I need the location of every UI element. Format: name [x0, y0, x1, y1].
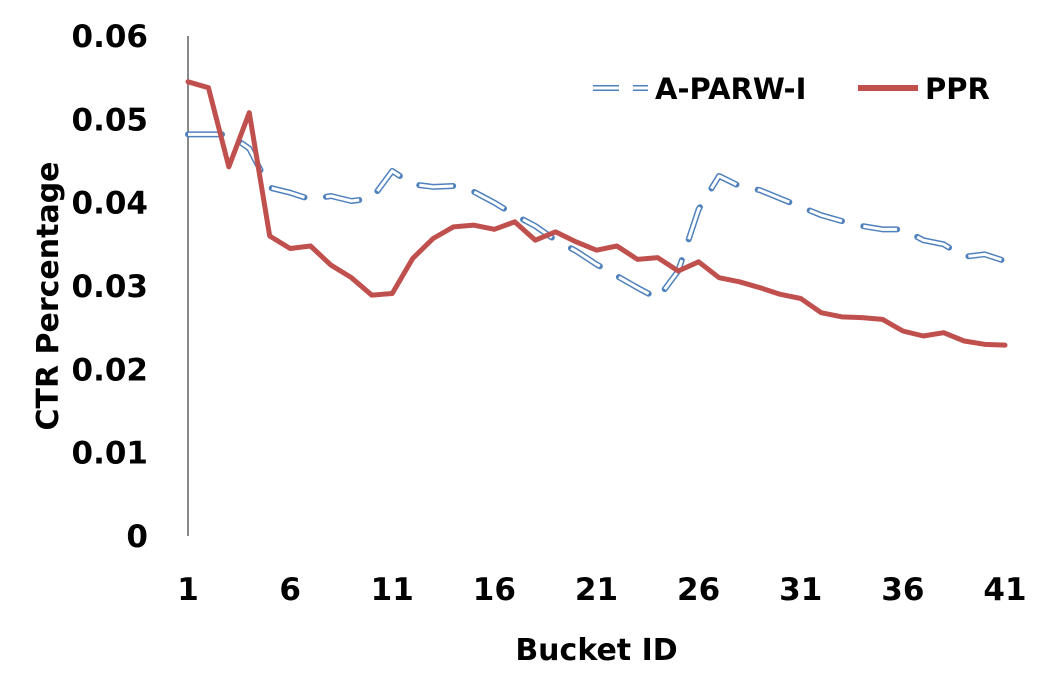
y-axis-title: CTR Percentage — [31, 161, 66, 430]
y-tick-label: 0 — [126, 519, 148, 555]
x-tick-label: 36 — [881, 572, 924, 608]
x-tick-label: 21 — [575, 572, 618, 608]
series-lines — [185, 79, 1008, 348]
x-tick-label: 41 — [983, 572, 1026, 608]
y-tick-labels: 0 0.01 0.02 0.03 0.04 0.05 0.06 — [72, 19, 149, 555]
x-tick-labels: 1 6 11 16 21 26 31 36 41 — [177, 572, 1026, 608]
series-line-ppr — [185, 79, 1008, 348]
y-tick-label: 0.06 — [72, 19, 149, 55]
legend: A-PARW-I PPR — [593, 72, 990, 106]
legend-label-ppr: PPR — [925, 72, 990, 106]
x-tick-label: 16 — [473, 572, 516, 608]
y-tick-label: 0.03 — [72, 269, 149, 305]
series-line-outline-a-parw-i — [185, 131, 1008, 302]
x-tick-label: 1 — [177, 572, 199, 608]
x-axis-title: Bucket ID — [515, 633, 677, 668]
series-line-a-parw-i — [188, 132, 1006, 300]
y-tick-label: 0.01 — [72, 436, 149, 472]
y-tick-label: 0.04 — [72, 186, 149, 222]
legend-label-a-parw-i: A-PARW-I — [655, 72, 806, 106]
x-tick-label: 11 — [371, 572, 414, 608]
y-tick-label: 0.05 — [72, 102, 149, 138]
x-tick-label: 31 — [779, 572, 822, 608]
y-tick-label: 0.02 — [72, 352, 149, 388]
x-tick-label: 6 — [279, 572, 301, 608]
x-tick-label: 26 — [677, 572, 720, 608]
